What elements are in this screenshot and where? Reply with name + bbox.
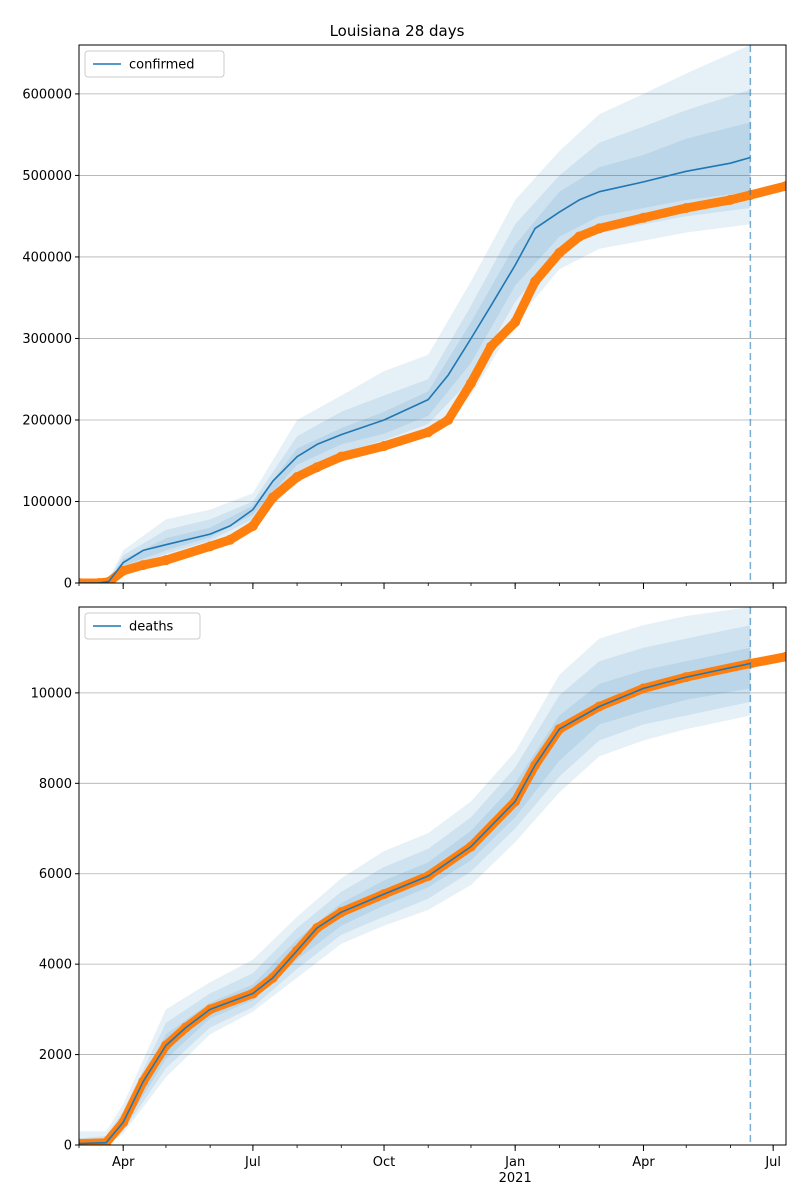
plot-area — [79, 607, 786, 1145]
observed-point — [485, 341, 496, 352]
observed-point — [138, 560, 149, 571]
observed-point — [725, 194, 736, 205]
uncertainty-band — [79, 89, 751, 583]
y-tick-label: 10000 — [31, 686, 72, 701]
plot-area — [79, 45, 786, 583]
x-tick-sublabel: 2021 — [499, 1171, 532, 1186]
y-tick-label: 300000 — [22, 332, 72, 347]
observed-point — [530, 276, 541, 287]
observed-point — [465, 378, 476, 389]
observed-point — [160, 555, 171, 566]
observed-point — [510, 317, 521, 328]
uncertainty-band — [79, 647, 751, 1145]
y-tick-label: 200000 — [22, 413, 72, 428]
x-tick-label: Oct — [373, 1155, 395, 1170]
legend-label: confirmed — [129, 58, 195, 73]
y-tick-label: 400000 — [22, 250, 72, 265]
observed-point — [781, 181, 786, 192]
uncertainty-band — [79, 607, 751, 1145]
observed-point — [554, 247, 565, 258]
x-tick-label: Apr — [112, 1155, 135, 1170]
observed-point — [443, 414, 454, 425]
observed-point — [118, 565, 129, 576]
observed-point — [423, 427, 434, 438]
observed-point — [574, 231, 585, 242]
plot-frame — [78, 44, 787, 584]
y-tick-label: 4000 — [39, 958, 72, 973]
x-tick-label: Apr — [632, 1155, 655, 1170]
observed-point — [267, 492, 278, 503]
y-tick-label: 2000 — [39, 1048, 72, 1063]
x-tick-label: Jul — [244, 1155, 261, 1170]
y-tick-label: 100000 — [22, 495, 72, 510]
legend-label: deaths — [129, 620, 174, 635]
confirmed-chart: 0 100000 200000 300000 400000 500000 600000 con… — [22, 44, 787, 592]
observed-point — [781, 651, 786, 662]
plot-frame — [78, 606, 787, 1146]
y-tick-label: 8000 — [39, 777, 72, 792]
legend: confirmed — [84, 50, 225, 78]
observed-point — [79, 578, 84, 583]
chart-title: Louisiana 28 days — [330, 22, 465, 40]
model-series-confirmed — [79, 156, 751, 583]
observed-point — [93, 578, 104, 583]
observed-point — [336, 451, 347, 462]
y-tick-label: 500000 — [22, 169, 72, 184]
y-tick-label: 0 — [64, 577, 72, 592]
observed-point — [205, 541, 216, 552]
observed-point — [379, 441, 390, 452]
observed-point — [681, 203, 692, 214]
observed-point — [594, 223, 605, 234]
uncertainty-band — [79, 122, 751, 583]
observed-point — [638, 212, 649, 223]
y-tick-label: 600000 — [22, 87, 72, 102]
observed-point — [247, 520, 258, 531]
x-tick-label: Jul — [764, 1155, 781, 1170]
model-series-deaths — [79, 662, 751, 1145]
observed-point — [312, 462, 323, 473]
y-tick-label: 0 — [64, 1139, 72, 1154]
x-tick-label: Jan — [504, 1155, 525, 1170]
legend: deaths — [84, 612, 201, 640]
legend-box — [84, 612, 201, 640]
uncertainty-band — [79, 45, 751, 583]
observed-series — [79, 181, 786, 583]
legend-box — [84, 50, 225, 78]
observed-point — [292, 472, 303, 483]
observed-point — [225, 534, 236, 545]
y-tick-label: 6000 — [39, 867, 72, 882]
